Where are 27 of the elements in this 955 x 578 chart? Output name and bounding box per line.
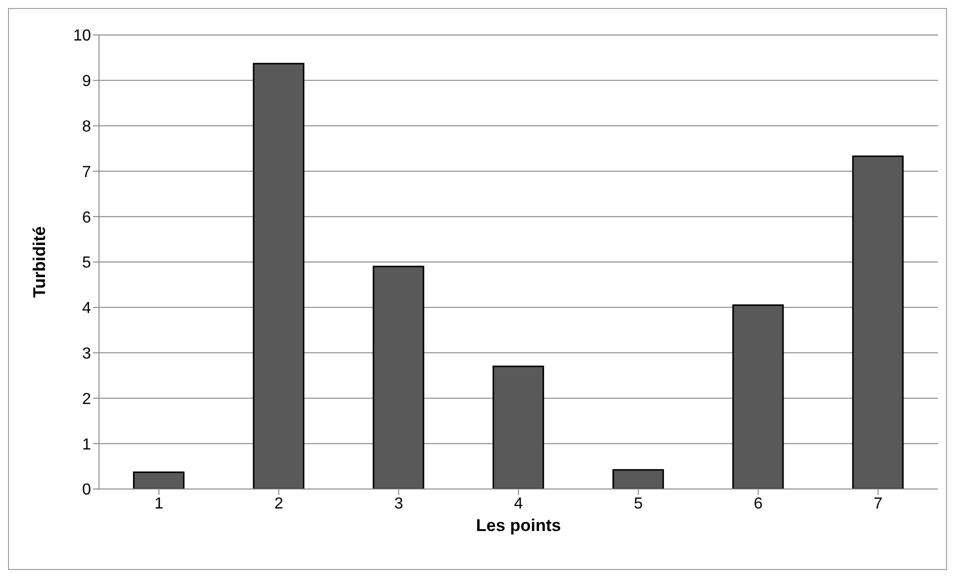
y-tick-label: 6 xyxy=(82,209,92,226)
bar xyxy=(252,62,304,489)
bar xyxy=(372,266,424,489)
x-tick-label: 4 xyxy=(514,495,524,512)
y-tick-label: 5 xyxy=(82,254,92,272)
bar xyxy=(133,471,185,489)
y-tick-label: 0 xyxy=(82,482,92,499)
y-tick-label: 2 xyxy=(82,390,92,408)
y-tick-label: 9 xyxy=(82,73,92,90)
x-tick-label: 5 xyxy=(634,495,643,512)
x-tick-label: 6 xyxy=(754,495,763,512)
x-tick-label: 1 xyxy=(154,495,164,512)
y-tick-label: 1 xyxy=(82,436,92,454)
y-tick-label: 3 xyxy=(82,345,92,362)
x-tick-label: 3 xyxy=(394,495,404,512)
bar xyxy=(852,155,904,489)
x-tick-label: 7 xyxy=(874,495,883,512)
bar xyxy=(612,469,664,489)
bar xyxy=(732,304,784,489)
y-tick-label: 10 xyxy=(73,28,92,45)
y-axis-title: Turbidité xyxy=(30,226,50,298)
x-tick-label: 2 xyxy=(274,495,284,512)
y-tick-label: 7 xyxy=(82,164,92,181)
y-tick-label: 8 xyxy=(82,118,92,136)
y-tick-label: 4 xyxy=(82,300,92,318)
x-axis-title: Les points xyxy=(476,516,562,535)
bar xyxy=(492,366,544,489)
